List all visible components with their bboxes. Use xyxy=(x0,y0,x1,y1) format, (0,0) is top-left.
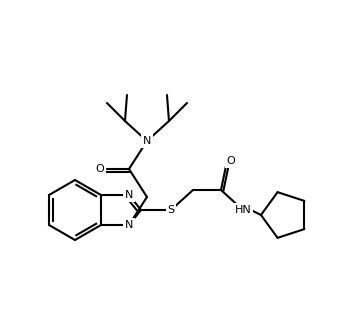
Text: N: N xyxy=(125,220,133,230)
Text: O: O xyxy=(227,156,235,166)
Text: N: N xyxy=(143,136,151,146)
Text: HN: HN xyxy=(235,205,251,215)
Text: N: N xyxy=(125,190,133,200)
Text: S: S xyxy=(168,205,174,215)
Text: O: O xyxy=(96,164,104,174)
